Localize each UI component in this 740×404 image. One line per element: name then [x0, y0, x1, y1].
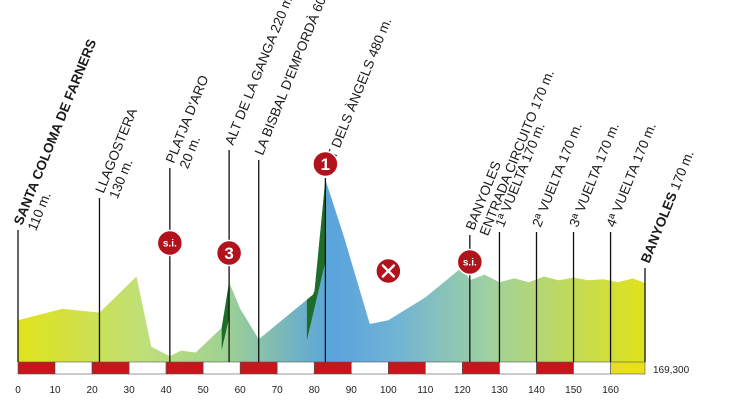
x-tick-label: 40 [161, 385, 173, 396]
waypoint-label-group: BANYOLES 170 m. [638, 148, 697, 265]
x-tick-label: 30 [124, 385, 136, 396]
x-tick-label: 10 [49, 385, 61, 396]
waypoint-name: LA BISBAL D'EMPORDÀ 60 m. [252, 0, 336, 157]
x-tick-label: 100 [380, 385, 397, 396]
sprint-marker-label: s.i. [163, 239, 177, 250]
distance-bar-segment [573, 361, 611, 375]
distance-bar-segment [425, 361, 463, 375]
x-tick-label: 0 [15, 385, 21, 396]
x-tick-label: 160 [602, 385, 619, 396]
x-tick-label: 20 [87, 385, 99, 396]
x-tick-label: 120 [454, 385, 471, 396]
distance-bar-segment [239, 361, 278, 375]
x-tick-label: 150 [565, 385, 582, 396]
distance-bar-segment [91, 361, 130, 375]
x-tick-label: 60 [235, 385, 247, 396]
waypoint-name: BANYOLES 170 m. [638, 148, 697, 265]
x-tick-label: 70 [272, 385, 284, 396]
distance-bar-segment [387, 361, 426, 375]
distance-bar-segment [313, 361, 352, 375]
sprint-marker [456, 248, 484, 276]
markers-layer: s.i. 3 1 s.i. [156, 150, 484, 285]
distance-bar-segment [17, 361, 56, 375]
distance-bar-segment [462, 361, 500, 375]
x-tick-label: 140 [528, 385, 545, 396]
climb-segment-cat-1 [306, 179, 326, 341]
elevation-profile-area [18, 179, 645, 362]
distance-bar-segment [499, 361, 537, 375]
distance-bar-segment [536, 361, 574, 375]
x-tick-label: 50 [198, 385, 210, 396]
distance-bar-segment [54, 361, 93, 375]
x-axis-ticks-layer: 0 10 20 30 40 50 60 70 80 90 100 110 120 130 140 150 160… [15, 365, 689, 396]
x-tick-label: 110 [417, 385, 433, 396]
total-distance-label: 169,300 [653, 365, 690, 376]
sprint-marker-label: s.i. [463, 258, 477, 269]
x-tick-label: 80 [309, 385, 321, 396]
knife-icon [381, 264, 396, 278]
distance-bar-segment [610, 361, 646, 375]
x-tick-label: 130 [491, 385, 508, 396]
waypoint-label-group: ALT DELS ÀNGELS 480 m. [318, 16, 394, 176]
climb-category-marker-label: 3 [224, 244, 233, 263]
distance-bar-segment [276, 361, 315, 375]
distance-bar-segment [128, 361, 167, 375]
x-tick-label: 90 [346, 385, 358, 396]
waypoint-label-group: LA BISBAL D'EMPORDÀ 60 m. [252, 0, 336, 157]
distance-bar-layer [17, 361, 646, 375]
climb-category-marker [215, 239, 243, 267]
elevation-profile-layer [18, 179, 645, 362]
climb-segments-layer [221, 179, 326, 351]
climb-category-marker-label: 1 [321, 155, 330, 174]
sprint-marker [156, 229, 184, 257]
climb-segment-cat-3 [221, 282, 230, 351]
distance-bar-segment [202, 361, 241, 375]
climb-category-marker [312, 150, 339, 178]
distance-bar-segment [165, 361, 204, 375]
waypoint-altitude: 170 m. [666, 148, 697, 195]
waypoint-name: ALT DELS ÀNGELS 480 m. [318, 16, 394, 176]
waypoint-name: SANTA COLOMA DE FARNERS [11, 37, 99, 227]
distance-bar-segment [350, 361, 389, 375]
